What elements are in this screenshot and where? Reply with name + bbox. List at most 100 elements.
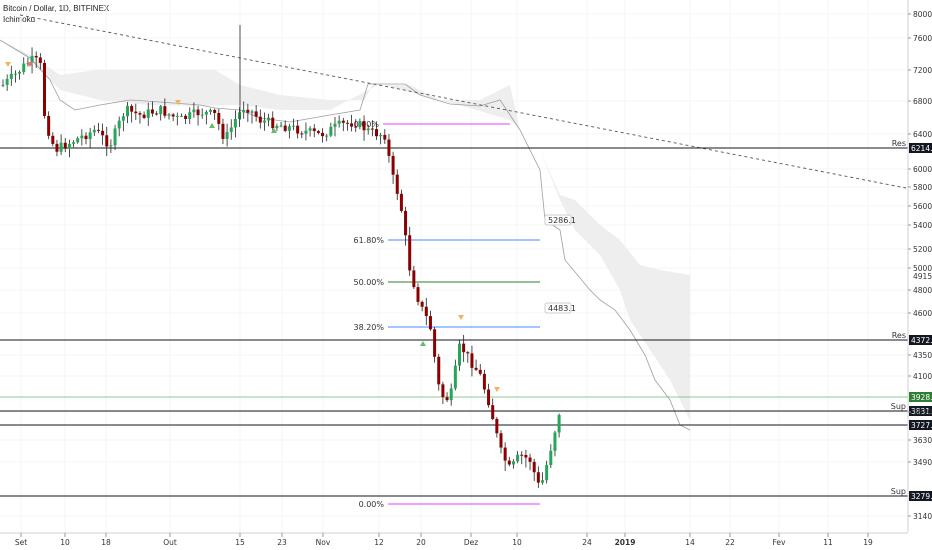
candle-body (395, 174, 399, 194)
price-tag-value: 4915.1 (913, 272, 932, 281)
time-axis[interactable]: Set 10 18 Out 15 23 Nov 12 20 Dez 10 24 2019 14 22 Fev 1… (0, 532, 908, 547)
price-tick-label: 5200 (913, 245, 932, 254)
candle-body (337, 120, 341, 124)
price-tag-bg (909, 406, 932, 416)
time-tick-label: 10 (512, 538, 522, 547)
price-tick-label: 3490 (913, 458, 932, 467)
candle-body (188, 112, 192, 120)
cloud-value-box (544, 214, 572, 226)
candle-body (146, 109, 150, 118)
time-tick-label: 11 (823, 538, 833, 547)
candle-body (159, 106, 163, 115)
cloud-area (0, 40, 690, 420)
candle-body (204, 111, 208, 115)
time-tick-label: Out (163, 538, 177, 547)
candle-body (43, 62, 46, 116)
candle-body (109, 145, 113, 147)
candle-body (507, 460, 511, 465)
candle-body (275, 125, 279, 129)
candlesticks (1, 25, 561, 488)
candle-body (213, 109, 217, 113)
price-tick-label: 4350 (913, 351, 932, 360)
candle-body (329, 126, 333, 136)
candle-body (553, 432, 557, 451)
level-side-label: Sup (891, 402, 906, 411)
candle-body (279, 125, 283, 127)
level-side-label: Res (892, 139, 906, 148)
price-tag-value: 3831.1 (911, 407, 932, 416)
candle-body (412, 270, 416, 288)
candle-body (254, 111, 258, 117)
fib-label: 0.00% (359, 500, 385, 509)
candle-body (105, 135, 109, 147)
candle-body (171, 114, 175, 117)
time-tick-label: 14 (685, 538, 695, 547)
candle-body (524, 455, 528, 458)
sell-signal-icon (27, 62, 33, 67)
candle-body (217, 112, 221, 124)
candle-body (163, 106, 167, 116)
cloud-value-label: 4483.1 (548, 304, 576, 313)
candle-body (142, 114, 146, 118)
candle-body (167, 114, 171, 116)
candle-body (96, 129, 100, 131)
fib-label: 38.20% (353, 323, 384, 332)
cloud-line (0, 39, 691, 431)
candle-body (292, 125, 295, 127)
candle-body (466, 352, 470, 354)
candle-body (30, 55, 34, 63)
price-tick-label: 7600 (913, 34, 932, 43)
price-tag-value: 3279.3 (911, 492, 932, 501)
price-tick-label: 5400 (913, 221, 932, 230)
candle-body (130, 105, 134, 112)
candle-body (18, 71, 22, 74)
price-tag-bg (909, 143, 932, 153)
candle-body (358, 121, 362, 127)
signal-markers (5, 62, 500, 392)
price-tick-label: 5600 (913, 202, 932, 211)
candle-body (38, 57, 42, 63)
price-tag-bg (909, 420, 932, 430)
candle-body (155, 113, 159, 115)
price-tick-label: 8000 (913, 10, 932, 19)
price-tag-value: 3928.9 (911, 393, 932, 402)
candle-body (325, 135, 329, 137)
candle-body (478, 369, 482, 374)
time-tick-label: Fev (773, 538, 787, 547)
trendline (19, 14, 907, 189)
candle-body (67, 143, 71, 149)
price-tick-label: 3830 (913, 408, 932, 417)
candle-body (179, 115, 183, 117)
candle-body (499, 433, 503, 448)
candle-body (283, 125, 287, 131)
price-tick-label: 5000 (913, 264, 932, 273)
price-tick-label: 6000 (913, 165, 932, 174)
time-tick-label: Set (15, 538, 27, 547)
candle-body (350, 123, 354, 127)
support-resistance-lines: 6214.5 Res 4915.1 4372.7 Res 3928.9 3831.1 Sup 3… (0, 139, 932, 501)
candle-body (84, 135, 88, 140)
candle-body (387, 139, 391, 156)
candle-body (287, 126, 291, 131)
price-tag-bg (909, 335, 932, 345)
candle-body (308, 128, 312, 131)
candle-body (458, 343, 461, 366)
time-tick-label: Nov (316, 538, 331, 547)
candle-body (246, 109, 250, 113)
candle-body (433, 329, 437, 357)
price-tick-label: 4800 (913, 286, 932, 295)
candle-body (296, 125, 300, 134)
price-axis[interactable]: 8000 7600 7200 6800 6400 6000 5800 5600 5400 5200… (907, 0, 932, 532)
time-tick-label: 19 (863, 538, 873, 547)
candle-body (13, 73, 17, 75)
cloud-value-label: 5286.1 (548, 216, 576, 225)
candle-body (375, 129, 378, 137)
candle-body (333, 123, 337, 127)
price-tag-value: 3727.4 (911, 421, 932, 430)
time-tick-label: 24 (582, 538, 592, 547)
candle-body (545, 465, 549, 481)
candle-body (258, 116, 262, 123)
candle-body (233, 118, 237, 128)
candle-body (47, 115, 51, 136)
